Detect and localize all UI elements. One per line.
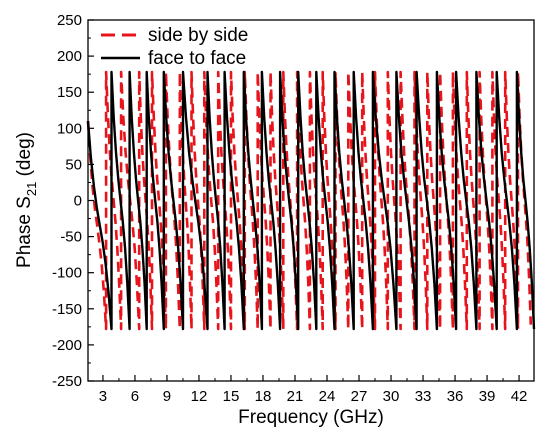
- x-tick-label: 36: [447, 388, 464, 405]
- x-tick-label: 15: [223, 388, 240, 405]
- x-tick-label: 27: [351, 388, 368, 405]
- x-axis-title: Frequency (GHz): [238, 407, 384, 428]
- x-tick-label: 30: [383, 388, 400, 405]
- x-tick-label: 24: [319, 388, 336, 405]
- y-tick-label: -50: [60, 229, 82, 246]
- x-tick-label: 42: [511, 388, 528, 405]
- legend-label-face-to-face: face to face: [148, 48, 246, 69]
- y-tick-label: 100: [57, 120, 82, 137]
- tick-layer: [88, 19, 520, 382]
- legend-label-side-by-side: side by side: [148, 25, 248, 46]
- x-tick-label: 12: [191, 388, 208, 405]
- y-tick-label: -250: [52, 373, 82, 390]
- y-tick-label: 200: [57, 48, 82, 65]
- x-tick-label: 3: [99, 388, 107, 405]
- y-tick-label: 250: [57, 12, 82, 29]
- y-tick-label: 150: [57, 84, 82, 101]
- y-tick-label: -100: [52, 265, 82, 282]
- x-tick-label: 6: [131, 388, 139, 405]
- y-axis-title: Phase S21 (deg): [14, 132, 39, 268]
- x-tick-label: 9: [163, 388, 171, 405]
- y-tick-label: 50: [65, 156, 82, 173]
- x-tick-label: 33: [415, 388, 432, 405]
- series-layer: [86, 70, 536, 331]
- y-axis-title-tail: (deg): [14, 132, 35, 182]
- y-tick-label: 0: [74, 193, 82, 210]
- x-tick-label: 21: [287, 388, 304, 405]
- x-tick-label: 18: [255, 388, 272, 405]
- label-layer: 3 6 9 12 15 18 21 24 27 30 33 36 39 42-250-200-150-10…: [52, 12, 527, 405]
- series-line-face-to-face: [86, 70, 536, 331]
- y-tick-label: -200: [52, 337, 82, 354]
- x-tick-label: 39: [479, 388, 496, 405]
- y-tick-label: -150: [52, 301, 82, 318]
- y-axis-title-sub: 21: [24, 182, 39, 196]
- y-axis-title-main: Phase S: [14, 196, 35, 268]
- legend: side by side face to face: [101, 25, 248, 69]
